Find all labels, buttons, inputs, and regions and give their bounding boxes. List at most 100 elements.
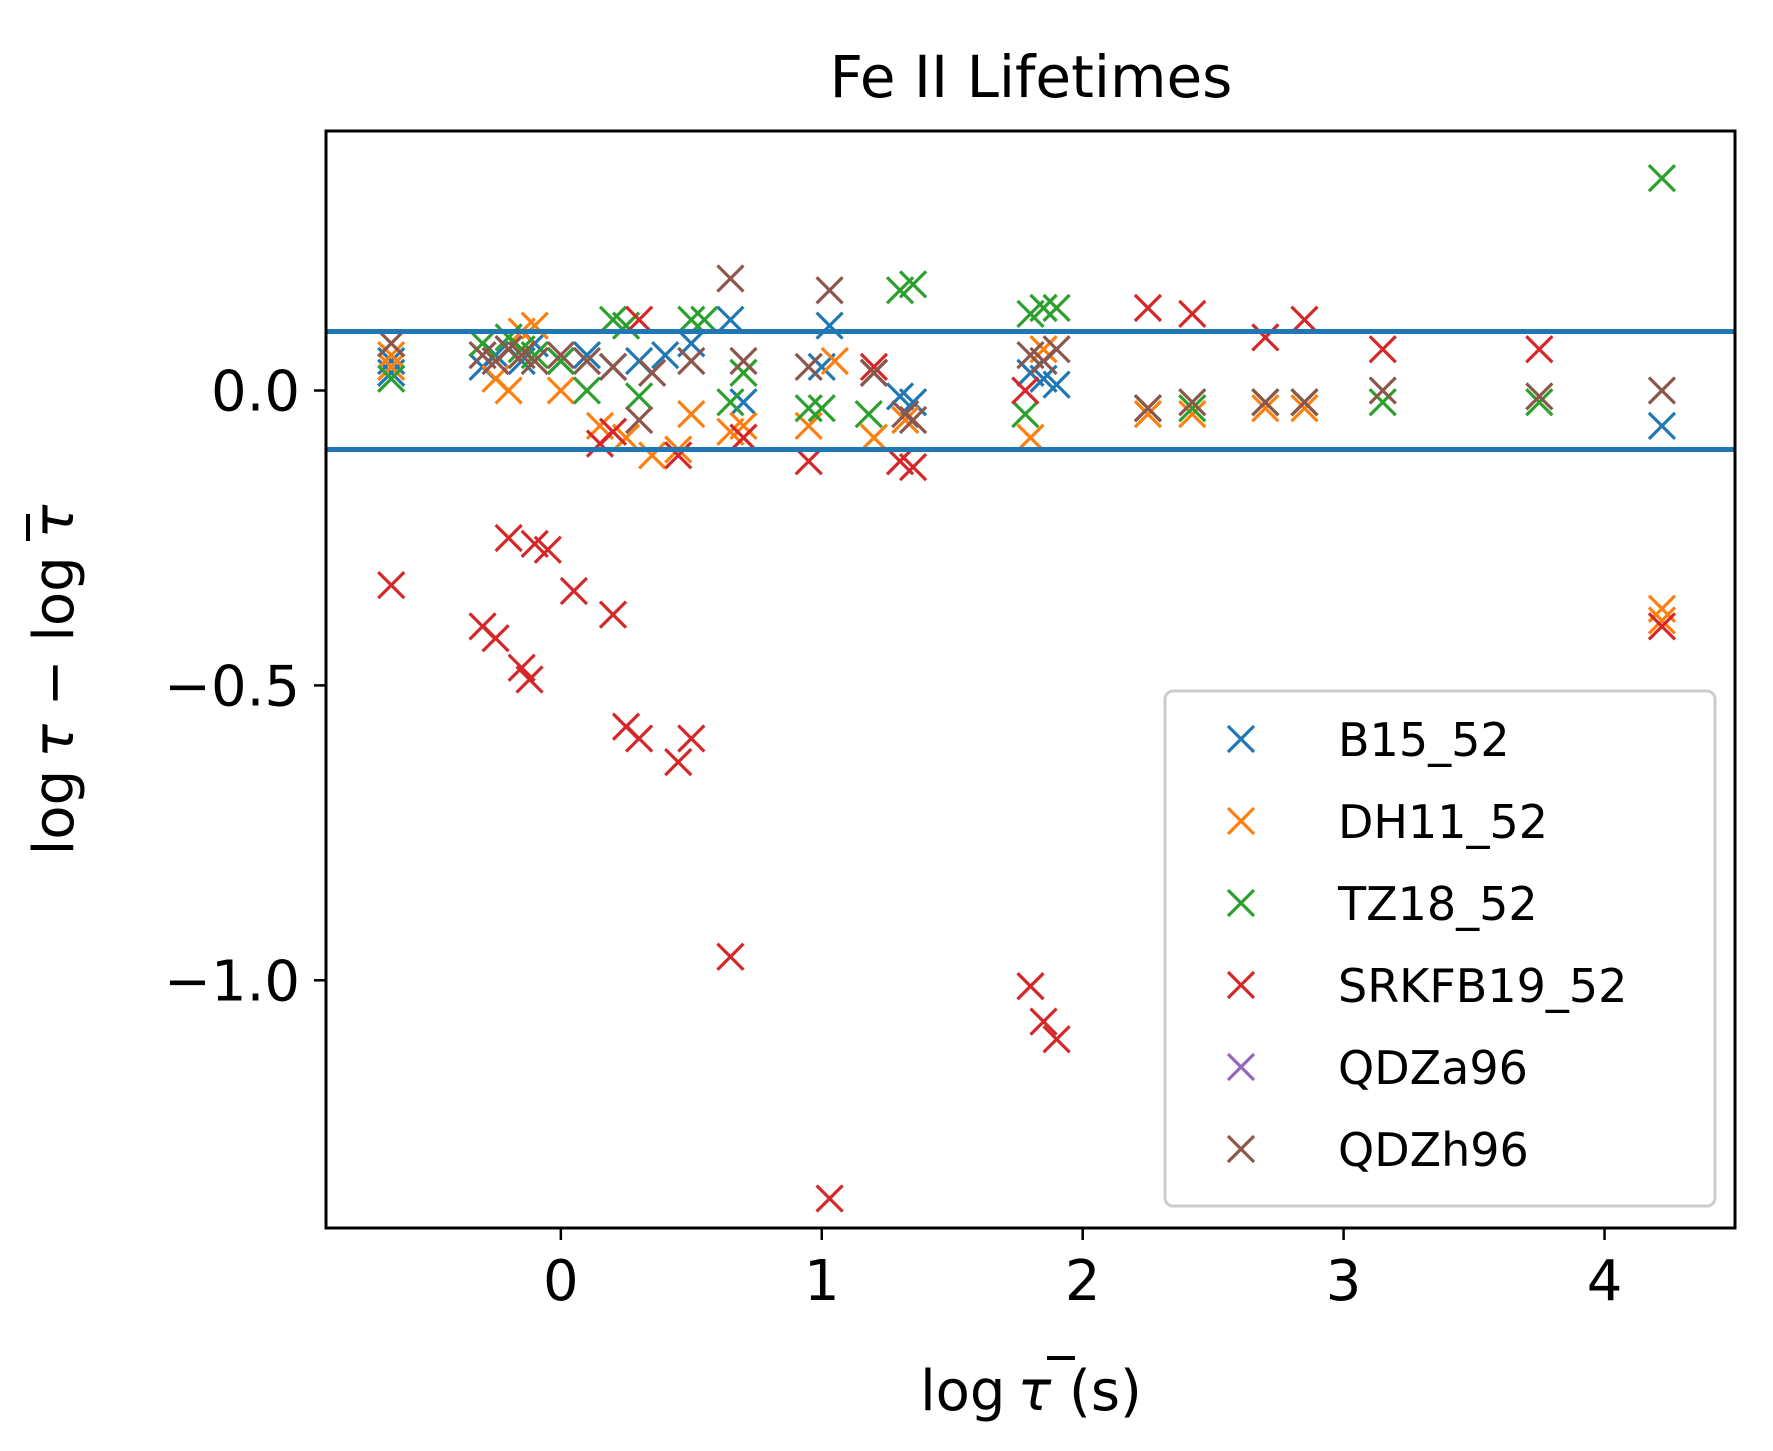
series-SRKFB19_52: [377, 293, 1677, 1213]
data-point: [716, 305, 745, 334]
data-point: [515, 665, 544, 694]
data-point: [891, 405, 920, 435]
data-point: [716, 388, 745, 417]
data-point: [1647, 612, 1677, 641]
legend-marker: [1226, 1134, 1256, 1164]
data-point: [794, 394, 823, 423]
data-point: [1178, 394, 1207, 423]
data-point: [729, 388, 758, 417]
data-point: [690, 305, 719, 334]
data-point: [820, 346, 849, 376]
legend-label: SRKFB19_52: [1338, 959, 1627, 1013]
data-point: [1011, 376, 1040, 405]
data-point: [1251, 323, 1280, 352]
x-axis-label: log τ (s): [920, 1359, 1142, 1424]
x-tick-label: 0: [543, 1249, 579, 1314]
legend-label: B15_52: [1338, 713, 1510, 767]
data-point: [794, 447, 823, 476]
y-tick-label: −1.0: [164, 949, 300, 1014]
data-point: [1042, 1025, 1071, 1054]
data-point: [520, 311, 549, 340]
legend-label: QDZh96: [1338, 1123, 1529, 1177]
data-point: [377, 571, 406, 600]
data-point: [859, 358, 889, 387]
data-point: [807, 394, 836, 423]
x-axis-label-tau: τ: [1017, 1359, 1051, 1424]
data-point: [1016, 972, 1045, 1001]
data-point: [1647, 164, 1677, 193]
data-point: [1525, 388, 1554, 417]
legend: B15_52 DH11_52 TZ18_52 SRKFB19_52 QDZa96 QDZh…: [1163, 689, 1717, 1208]
data-point: [664, 441, 693, 470]
data-point: [494, 376, 523, 405]
data-point: [1133, 399, 1163, 429]
data-point: [1178, 388, 1207, 417]
data-point: [1133, 293, 1163, 323]
data-point: [572, 376, 602, 405]
data-point: [598, 600, 628, 629]
legend-box: [1163, 689, 1717, 1208]
data-point: [677, 724, 706, 753]
data-point: [377, 340, 406, 370]
data-point: [859, 423, 889, 452]
data-point: [716, 942, 745, 971]
data-point: [546, 376, 575, 405]
legend-marker: [1226, 1052, 1256, 1082]
data-point: [854, 399, 883, 429]
x-axis-label-suffix: (s): [1051, 1359, 1142, 1424]
data-point: [624, 724, 654, 753]
series-QDZh96: [377, 264, 1677, 435]
y-tick-label: 0.0: [211, 360, 300, 425]
data-point: [1042, 335, 1071, 364]
data-point: [546, 340, 575, 370]
y-axis-label-tau: τ: [22, 724, 87, 758]
data-point: [677, 346, 706, 376]
data-point: [624, 305, 654, 334]
data-point: [1029, 1007, 1058, 1036]
data-point: [1029, 293, 1058, 323]
data-point: [377, 364, 406, 393]
data-point: [1368, 335, 1397, 364]
y-axis: 0.0 −0.5 −1.0: [164, 360, 326, 1014]
data-point: [664, 747, 693, 777]
y-axis-label-log1: log: [22, 770, 87, 855]
data-point: [1647, 606, 1677, 635]
legend-marker: [1226, 806, 1256, 836]
legend-label: TZ18_52: [1337, 877, 1538, 931]
chart-title: Fe II Lifetimes: [830, 43, 1233, 111]
data-point: [377, 329, 406, 358]
data-point: [898, 405, 928, 435]
y-tick-label: −0.5: [164, 654, 300, 719]
data-point: [1016, 423, 1045, 452]
data-point: [1042, 370, 1071, 399]
legend-label: QDZa96: [1338, 1041, 1528, 1095]
legend-marker: [1226, 970, 1256, 1000]
y-axis-label-taubar: τ: [22, 504, 87, 538]
data-point: [1290, 388, 1319, 417]
data-point: [377, 352, 406, 382]
y-axis-label-minus: − log: [22, 538, 87, 724]
x-axis-label-prefix: log: [920, 1359, 1005, 1424]
data-point: [677, 399, 706, 429]
data-point: [1647, 411, 1677, 441]
legend-entry-QDZh96: QDZh96: [1226, 1123, 1529, 1177]
legend-entry-QDZa96: QDZa96: [1226, 1041, 1528, 1095]
data-point: [546, 346, 575, 376]
legend-entry-TZ18_52: TZ18_52: [1226, 877, 1538, 931]
data-point: [468, 329, 497, 358]
data-point: [1251, 388, 1280, 417]
data-point: [494, 523, 523, 553]
legend-entry-DH11_52: DH11_52: [1226, 795, 1548, 849]
data-point: [1647, 376, 1677, 405]
data-point: [533, 535, 562, 564]
legend-marker: [1226, 724, 1256, 754]
data-point: [507, 653, 536, 682]
data-point: [481, 624, 510, 653]
data-point: [638, 441, 667, 470]
legend-entry-SRKFB19_52: SRKFB19_52: [1226, 959, 1627, 1013]
data-point: [729, 423, 758, 452]
data-point: [1368, 388, 1397, 417]
data-point: [1368, 376, 1397, 405]
data-point: [572, 346, 602, 376]
data-point: [815, 311, 844, 340]
